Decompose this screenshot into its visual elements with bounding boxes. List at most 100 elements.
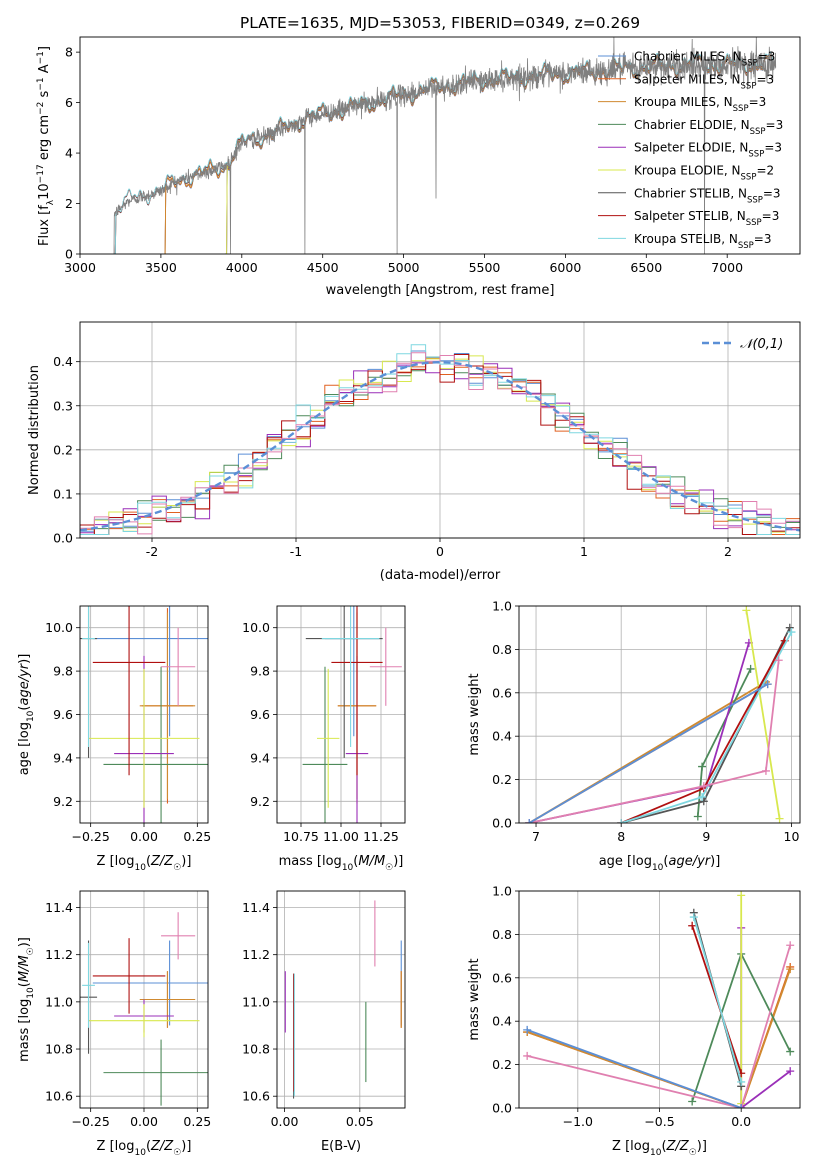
- y-tick-label: 10.8: [45, 1042, 73, 1057]
- x-tick-label: -2: [146, 544, 158, 559]
- label-part: −17: [36, 164, 46, 183]
- weight-marker: [742, 606, 751, 615]
- y-tick-label: 9.4: [250, 750, 270, 765]
- x-tick-label: 3000: [64, 260, 96, 275]
- label-part: (: [146, 854, 151, 869]
- label-part: age [log: [599, 854, 652, 869]
- legend: Chabrier MILES, NSSP=3 Salpeter MILES, NS…: [598, 50, 783, 251]
- label-part: 10: [652, 863, 664, 873]
- legend-label: Salpeter MILES, NSSP=3: [634, 72, 774, 91]
- y-tick-label: 10.6: [242, 1089, 270, 1104]
- legend-label: Kroupa ELODIE, NSSP=2: [634, 164, 774, 183]
- plot-area: [80, 912, 208, 1106]
- label-part: ]: [37, 46, 52, 51]
- weight-marker: [525, 819, 534, 823]
- x-tick-label: 7: [532, 829, 540, 844]
- x-tick-label: 11.00: [323, 829, 359, 844]
- weight-marker: [737, 1104, 746, 1108]
- legend-label: Kroupa MILES, NSSP=3: [634, 95, 766, 114]
- x-tick-label: 4500: [307, 260, 339, 275]
- label-part: =3: [758, 50, 776, 64]
- x-tick-label: 0.05: [346, 1114, 374, 1129]
- x-tick-label: 4000: [226, 260, 258, 275]
- panel-spectrum: 3000 3500 4000 4500 5000 5500 6000 6500 7000 0 2 4 6…: [36, 36, 801, 298]
- y-tick-label: 11.2: [242, 947, 270, 962]
- y-axis-label: mass weight: [467, 958, 482, 1040]
- label-part: age [log: [17, 722, 32, 775]
- figure-title: PLATE=1635, MJD=53053, FIBERID=0349, z=0…: [240, 14, 640, 32]
- x-axis-label: E(B-V): [321, 1139, 361, 1154]
- y-tick-label: 6: [65, 95, 73, 110]
- label-part: )]: [17, 937, 32, 947]
- label-part: Flux [f: [37, 205, 52, 246]
- label-part: M/M: [17, 955, 32, 982]
- weight-marker: [688, 1097, 697, 1106]
- x-tick-label: -1: [290, 544, 302, 559]
- y-tick-label: 9.2: [250, 794, 270, 809]
- histogram-step-pink: [80, 352, 800, 538]
- y-tick-label: 0.6: [492, 685, 512, 700]
- y-tick-label: 0.6: [492, 970, 512, 985]
- label-part: mass [log: [17, 999, 32, 1062]
- weight-marker: [763, 680, 772, 689]
- y-tick-label: 0.2: [492, 1057, 512, 1072]
- weight-marker: [523, 1025, 532, 1034]
- label-part: ☉: [689, 1148, 697, 1158]
- weight-line: [526, 968, 792, 1108]
- label-part: =3: [756, 72, 774, 86]
- y-tick-label: 9.8: [53, 664, 73, 679]
- weight-marker: [774, 656, 783, 665]
- weight-marker: [699, 797, 708, 806]
- label-part: =3: [749, 95, 767, 109]
- y-tick-label: 0.8: [492, 927, 512, 942]
- axes-frame: [518, 605, 801, 824]
- axes-frame: [79, 890, 209, 1109]
- label-part: (: [353, 854, 358, 869]
- panel-age_vs_Z: −0.25 0.00 0.259.29.49.69.810.0Z [log10(Z/…: [17, 605, 211, 873]
- plot-area: [525, 606, 796, 823]
- y-axis-label: mass weight: [467, 673, 482, 755]
- label-part: )]: [181, 854, 191, 869]
- label-part: SSP: [748, 150, 764, 160]
- weight-marker: [746, 664, 755, 673]
- label-part: SSP: [742, 59, 758, 69]
- weight-line: [528, 683, 769, 823]
- y-tick-label: 0.8: [492, 642, 512, 657]
- x-tick-label: −0.25: [72, 829, 110, 844]
- axes-frame: [79, 36, 801, 255]
- label-part: =3: [763, 186, 781, 200]
- y-tick-label: 0.0: [53, 531, 73, 546]
- weight-marker: [785, 623, 794, 632]
- x-tick-label: 0.00: [271, 1114, 299, 1129]
- x-tick-label: 10.75: [283, 829, 319, 844]
- x-tick-label: 0.0: [731, 1114, 751, 1129]
- gaussian-curve: [80, 360, 800, 532]
- y-tick-label: 2: [65, 196, 73, 211]
- legend-label: Chabrier STELIB, NSSP=3: [634, 186, 781, 205]
- y-tick-label: 8: [65, 45, 73, 60]
- label-part: SSP: [741, 173, 757, 183]
- y-axis-label: Flux [fλ10−17 erg cm−2 s−1 A−1]: [36, 46, 56, 246]
- weight-marker: [699, 782, 708, 791]
- y-tick-label: 1.0: [492, 884, 512, 899]
- weight-line: [745, 610, 781, 819]
- label-part: =3: [762, 209, 780, 223]
- panel-mass_vs_ebv: 0.00 0.05 10.6 10.8 11.0 11.2 11.4: [242, 890, 406, 1129]
- label-part: =3: [764, 141, 782, 155]
- label-part: age/yr: [17, 662, 32, 705]
- label-part: SSP: [750, 127, 766, 137]
- x-axis-label: Z [log10(Z/Z☉)]: [97, 1139, 192, 1158]
- label-part: ☉: [173, 1148, 181, 1158]
- label-part: )]: [710, 854, 720, 869]
- panel-residuals: -2 -1 0 1 2 0.0 0.1 0.2 0.3 0.4 𝒩(0,1) (data-model)…: [27, 321, 801, 583]
- y-tick-label: 11.4: [45, 900, 73, 915]
- panel-weight_vs_Z: −1.0 −0.5 0.0 0.0 0.2 0.4 0.6 0.8 1.0 Z [log10(Z/…: [467, 884, 801, 1158]
- y-tick-label: 10.6: [45, 1089, 73, 1104]
- legend-label: Chabrier MILES, NSSP=3: [634, 50, 775, 69]
- weight-marker: [737, 891, 746, 900]
- label-part: SSP: [733, 104, 749, 114]
- label-part: ☉: [173, 863, 181, 873]
- x-tick-label: 9: [702, 829, 710, 844]
- axes-frame: [276, 890, 406, 1109]
- weight-marker: [698, 762, 707, 771]
